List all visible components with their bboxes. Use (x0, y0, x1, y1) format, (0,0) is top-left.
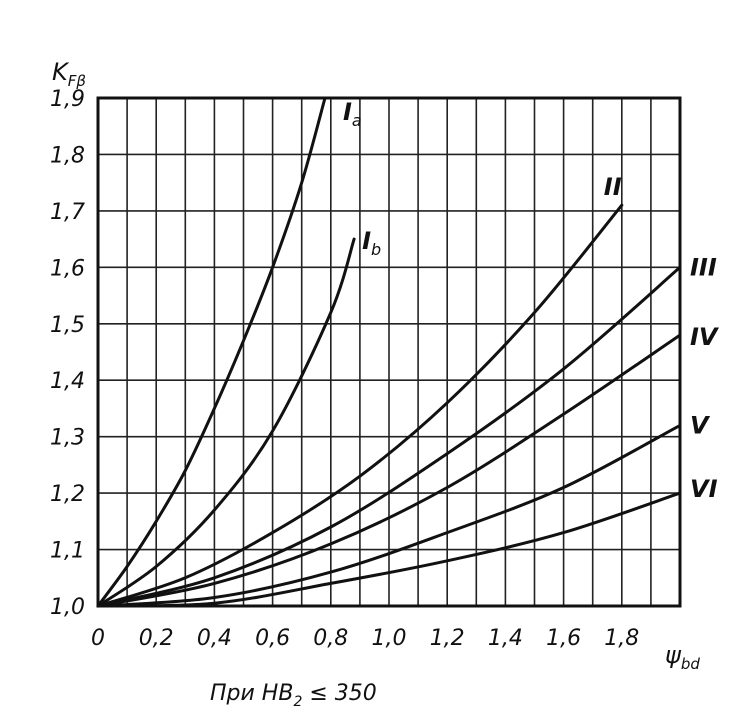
x-tick-label: 1,6 (546, 626, 581, 651)
x-tick-label: 1,0 (372, 626, 407, 651)
x-tick-label: 0,8 (313, 626, 348, 651)
x-tick-label: 1,4 (488, 626, 523, 651)
series-line-2 (96, 237, 356, 608)
series-line-6 (96, 423, 682, 608)
series-line-1 (96, 96, 327, 608)
series-label: II (604, 173, 622, 201)
x-tick-label: 0,2 (139, 626, 174, 651)
series-line-5 (96, 333, 682, 608)
y-axis-label: KFβ (52, 58, 86, 90)
y-tick-label: 1,6 (50, 256, 85, 281)
y-tick-label: 1,2 (50, 482, 85, 507)
series-label: III (690, 253, 717, 281)
series-label: V (690, 411, 711, 439)
x-tick-labels: 0 0,2 0,4 0,6 0,8 1,0 1,2 1,4 1,6 1,8 (91, 626, 639, 651)
x-tick-label: 0 (91, 626, 105, 651)
y-tick-label: 1,3 (50, 426, 85, 451)
plot-frame (96, 96, 682, 608)
y-tick-label: 1,1 (50, 539, 85, 564)
series-label: Ia (343, 98, 362, 130)
series-curves (96, 96, 682, 608)
x-tick-label: 1,2 (430, 626, 465, 651)
condition-note: При HB2 ≤ 350 (210, 681, 377, 710)
series-label: Ib (362, 227, 381, 259)
series-line-4 (96, 265, 682, 608)
y-tick-label: 1,9 (50, 87, 85, 112)
x-tick-label: 0,6 (255, 626, 290, 651)
series-line-7 (96, 491, 682, 608)
series-label: IV (690, 323, 720, 351)
series-line-3 (96, 203, 624, 608)
y-tick-label: 1,5 (50, 313, 85, 338)
y-tick-label: 1,7 (50, 200, 85, 225)
x-axis-label: ψbd (665, 641, 700, 673)
series-label: VI (690, 475, 718, 503)
y-tick-label: 1,4 (50, 369, 85, 394)
y-tick-labels: 1,0 1,1 1,2 1,3 1,4 1,5 1,6 1,7 1,8 1,9 (50, 87, 85, 620)
y-tick-label: 1,8 (50, 143, 85, 168)
x-tick-label: 1,8 (604, 626, 639, 651)
grid (98, 98, 680, 606)
y-tick-label: 1,0 (50, 595, 85, 620)
x-tick-label: 0,4 (197, 626, 232, 651)
